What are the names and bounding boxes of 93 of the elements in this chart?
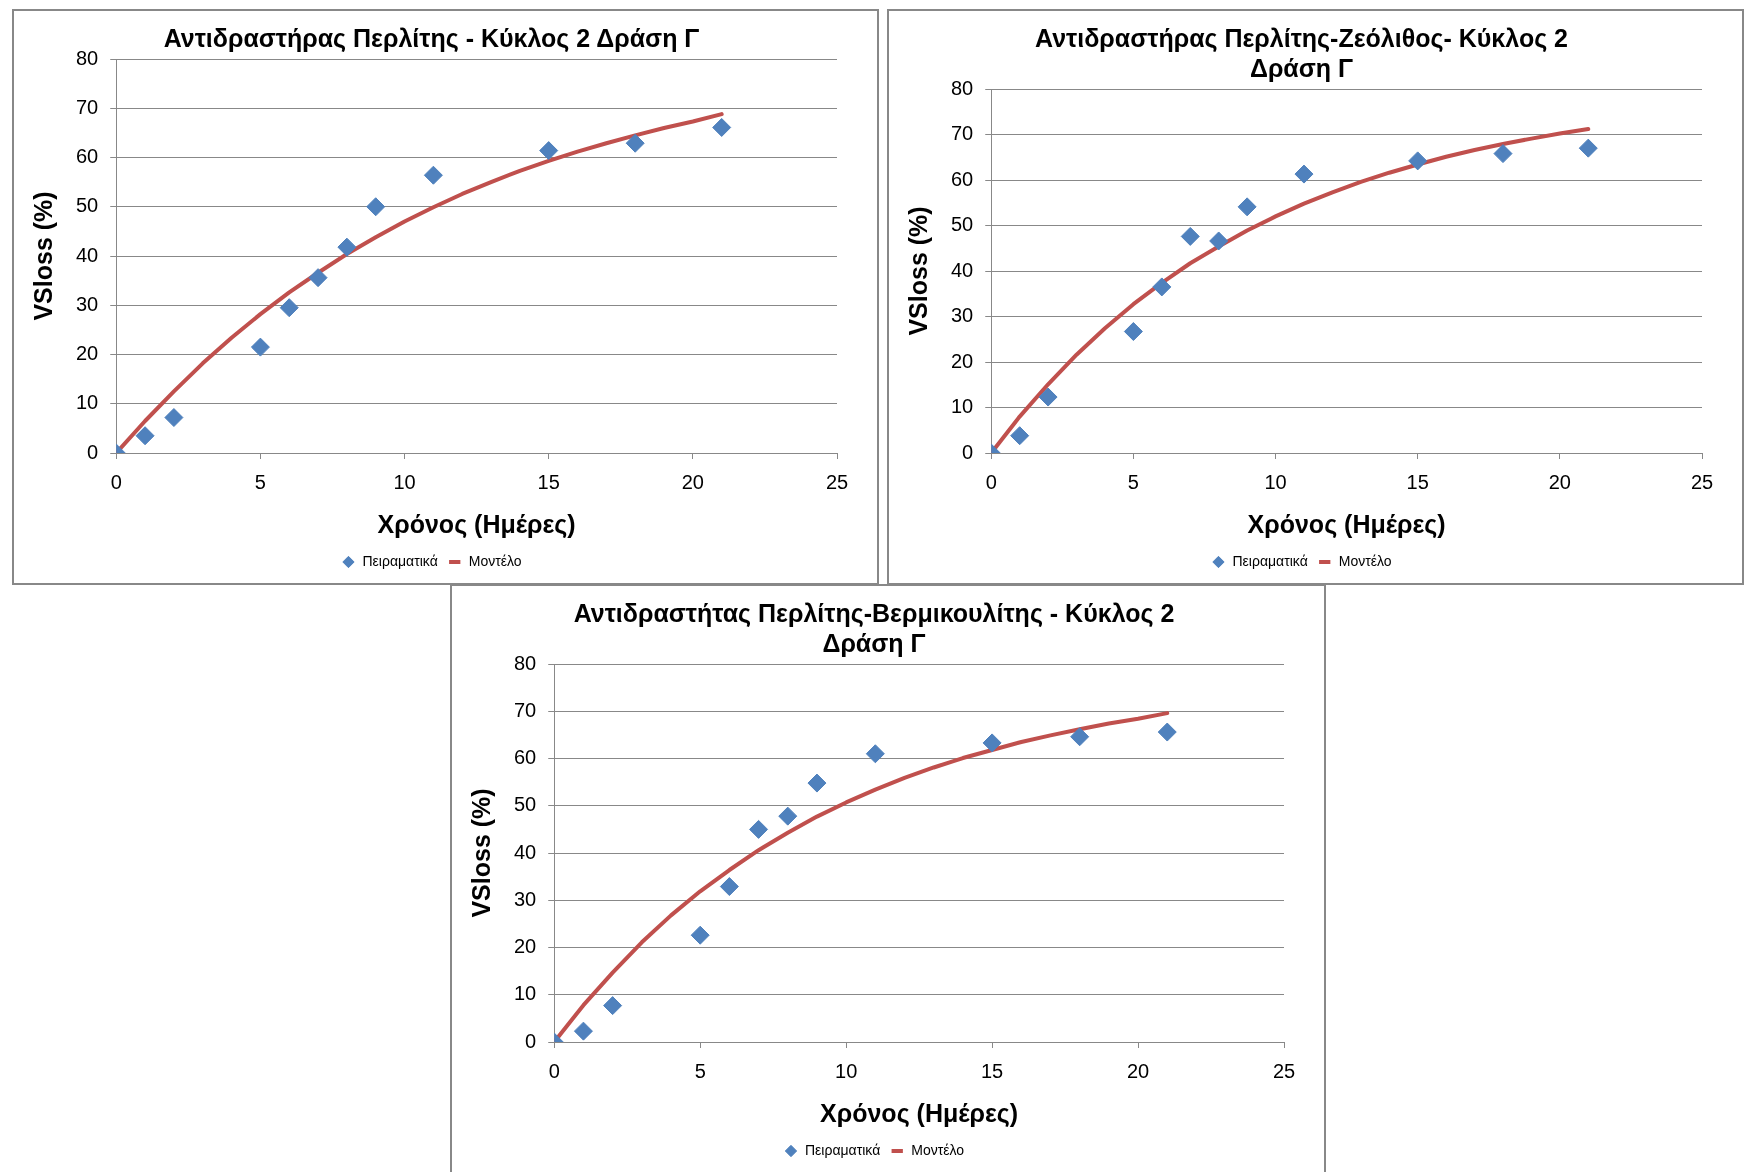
x-tick-label: 15 [1406, 470, 1429, 493]
x-tick-label: 10 [1264, 470, 1287, 493]
point [1578, 138, 1598, 158]
y-tick-label: 30 [514, 887, 537, 910]
x-tick-label: 15 [980, 1059, 1004, 1082]
legend-label: Μοντέλο [911, 1141, 965, 1158]
point [749, 819, 769, 839]
point [279, 298, 299, 318]
y-tick-label: 20 [76, 342, 99, 365]
point [1152, 277, 1172, 297]
point [308, 268, 328, 288]
point [1209, 231, 1229, 251]
point [712, 117, 732, 137]
point [164, 408, 184, 428]
y-tick-label: 70 [951, 122, 974, 145]
y-tick-label: 30 [76, 292, 99, 315]
y-tick-label: 70 [514, 698, 537, 721]
point [135, 426, 155, 446]
y-tick-label: 40 [951, 258, 974, 281]
y-tick-label: 60 [951, 167, 974, 190]
y-tick-label: 70 [76, 95, 99, 118]
y-tick-label: 20 [951, 349, 974, 372]
y-tick-label: 10 [951, 395, 974, 418]
y-tick-label: 40 [76, 243, 99, 266]
y-tick-label: 30 [951, 304, 974, 327]
y-tick-label: 60 [514, 746, 537, 769]
x-tick-label: 10 [835, 1059, 858, 1082]
point [625, 133, 645, 153]
point [1038, 387, 1058, 407]
legend-label: Πειραματικά [362, 552, 438, 569]
x-tick-label: 20 [1548, 470, 1571, 493]
point [778, 806, 798, 826]
x-axis-title: Χρόνος (Ημέρες) [377, 509, 576, 539]
chart-title: Αντιδραστήρας Περλίτης-Ζεόλιθος- Κύκλος 2 Δράση Γ [1034, 23, 1569, 82]
y-tick-label: 50 [514, 793, 537, 816]
point [1070, 727, 1090, 747]
point [366, 197, 386, 217]
x-tick-label: 5 [254, 470, 266, 493]
x-tick-label: 25 [825, 470, 849, 493]
y-tick-label: 10 [514, 982, 537, 1005]
y-tick-label: 80 [76, 46, 99, 69]
point [807, 773, 827, 793]
y-axis-title: VSloss (%) [28, 191, 57, 321]
x-tick-label: 5 [1127, 470, 1139, 493]
point [1493, 144, 1513, 164]
chart-title: Αντιδραστήτας Περλίτης-Βερμικουλίτης - Κύκλος 2 Δράση Γ [573, 598, 1175, 657]
x-tick-label: 15 [537, 470, 560, 493]
legend-label: Πειραματικά [804, 1141, 881, 1158]
x-axis-title: Χρόνος (Ημέρες) [1247, 509, 1446, 539]
point [719, 877, 739, 897]
x-tick-label: 10 [393, 470, 416, 493]
legend-label: Μοντέλο [468, 552, 522, 569]
y-tick-label: 10 [76, 391, 99, 414]
point [1294, 164, 1314, 184]
x-tick-label: 25 [1690, 470, 1714, 493]
legend-label: Πειραματικά [1232, 552, 1308, 569]
point [1408, 151, 1428, 171]
point [1010, 426, 1030, 446]
point [982, 733, 1002, 753]
point [539, 141, 559, 161]
y-tick-label: 20 [514, 935, 537, 958]
point [865, 744, 885, 764]
point [1123, 322, 1143, 342]
y-tick-label: 80 [951, 76, 974, 99]
point [1237, 197, 1257, 217]
x-tick-label: 0 [985, 470, 997, 493]
point [573, 1021, 593, 1041]
y-tick-label: 60 [76, 145, 99, 168]
x-tick-label: 0 [110, 470, 122, 493]
point [690, 925, 710, 945]
y-tick-label: 50 [951, 213, 974, 236]
y-axis-title: VSloss (%) [466, 788, 495, 918]
y-tick-label: 0 [962, 440, 974, 463]
x-tick-label: 0 [548, 1059, 560, 1082]
point [603, 996, 623, 1016]
x-tick-label: 5 [694, 1059, 706, 1082]
x-tick-label: 20 [681, 470, 704, 493]
y-axis-title: VSloss (%) [903, 206, 932, 336]
point [1180, 226, 1200, 246]
point [423, 165, 443, 185]
y-tick-label: 40 [514, 840, 537, 863]
legend-label: Μοντέλο [1338, 552, 1392, 569]
point [1157, 722, 1177, 742]
chart-title: Αντιδραστήρας Περλίτης - Κύκλος 2 Δράση Γ [163, 23, 700, 53]
y-tick-label: 50 [76, 194, 99, 217]
y-tick-label: 0 [525, 1029, 537, 1052]
x-tick-label: 25 [1272, 1059, 1296, 1082]
point [250, 337, 270, 357]
y-tick-label: 80 [514, 651, 537, 674]
y-tick-label: 0 [87, 440, 99, 463]
x-tick-label: 20 [1126, 1059, 1150, 1082]
x-axis-title: Χρόνος (Ημέρες) [820, 1098, 1019, 1128]
point [337, 237, 357, 257]
